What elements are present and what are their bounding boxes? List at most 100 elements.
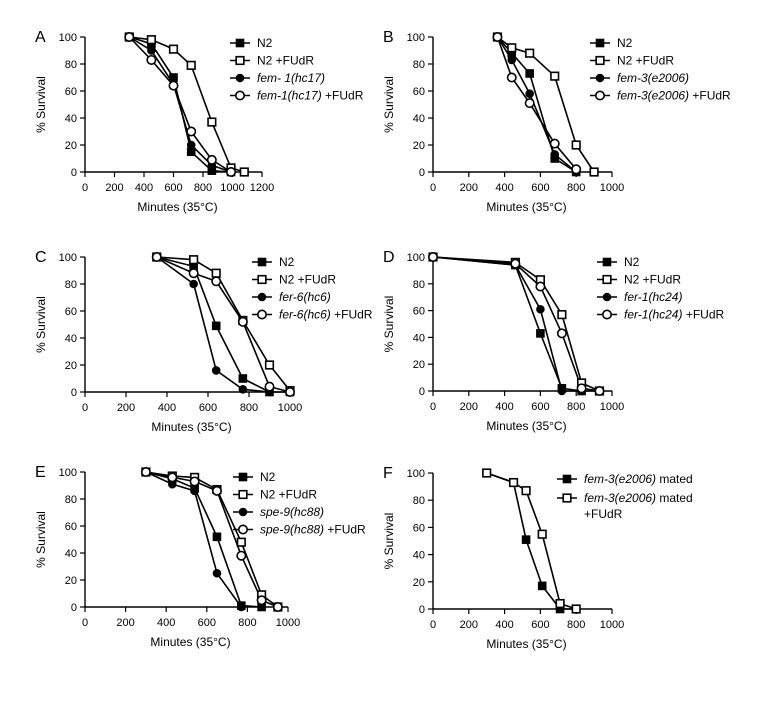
x-tick-label: 1000 [600, 401, 624, 413]
data-point-filled-circle [238, 385, 248, 394]
x-tick-label: 400 [495, 401, 513, 413]
data-point-open-square [239, 167, 249, 177]
legend-item: N2 +FUdR [597, 273, 681, 287]
x-tick-label: 400 [495, 619, 513, 631]
data-point-filled-circle [536, 304, 545, 314]
data-point-open-circle [151, 252, 162, 263]
x-tick-label: 200 [116, 617, 134, 629]
legend-label-part: N2 +FUdR [624, 273, 681, 287]
legend-label: fem-3(e2006) mated [584, 472, 693, 486]
panel-label: A [35, 29, 46, 46]
y-tick-label: 100 [407, 252, 425, 264]
legend-label-part: fer-1(hc24) [624, 290, 682, 304]
data-point-open-square [571, 604, 581, 614]
legend-label-part: N2 +FUdR [617, 54, 674, 68]
legend-label-part: fer-1(hc24) [624, 308, 682, 322]
data-point-open-circle [272, 601, 283, 612]
series-line-1 [156, 256, 290, 393]
data-point-open-square [521, 486, 531, 496]
data-point-open-square [236, 537, 246, 547]
series-line-4 [432, 256, 600, 392]
legend-label: fer-6(hc6) +FUdR [279, 308, 373, 322]
data-point-open-square [537, 529, 547, 539]
x-axis-label: Minutes (35°C) [486, 200, 566, 214]
data-point-filled-square [537, 581, 547, 591]
legend-label: fem-3(e2006) [617, 71, 689, 85]
legend-marker-filled-square [257, 257, 267, 267]
legend-item: spe-9(hc88) [233, 505, 324, 519]
legend-label-part: spe-9(hc88) [260, 505, 324, 519]
x-tick-label: 600 [199, 402, 217, 414]
x-tick-label: 400 [158, 402, 176, 414]
legend-label: N2 [260, 470, 276, 484]
x-tick-label: 600 [164, 182, 182, 194]
y-tick-label: 40 [413, 113, 425, 125]
x-tick-label: 0 [82, 182, 88, 194]
x-tick-label: 200 [105, 182, 123, 194]
legend-label-part: fem-3(e2006) [584, 472, 656, 486]
legend-item: fem-3(e2006) mated [557, 472, 693, 486]
legend-item: fer-1(hc24) [597, 290, 682, 304]
legend-marker-filled-circle [595, 73, 605, 83]
data-point-filled-square [536, 329, 545, 338]
x-tick-label: 800 [567, 619, 585, 631]
y-tick-label: 0 [71, 387, 77, 399]
x-tick-label: 200 [460, 401, 478, 413]
data-point-open-square [550, 71, 560, 81]
data-point-open-circle [524, 98, 535, 109]
y-tick-label: 80 [413, 279, 425, 291]
panel-label: E [35, 464, 46, 481]
y-tick-label: 60 [413, 522, 425, 534]
legend-label-part: N2 +FUdR [279, 273, 336, 287]
legend-marker-open-circle [235, 90, 246, 101]
data-point-filled-circle [189, 279, 198, 289]
legend-label: fer-6(hc6) [279, 290, 331, 304]
legend-label-part: N2 [279, 255, 295, 269]
legend-marker-filled-circle [257, 292, 267, 302]
legend-label-part: N2 [257, 36, 273, 50]
legend-item: fer-1(hc24) +FUdR [597, 308, 724, 322]
legend-item: fem-1(hc17) +FUdR [230, 89, 364, 103]
y-tick-label: 20 [413, 140, 425, 152]
legend-label-part: N2 [617, 36, 633, 50]
data-point-open-square [508, 477, 519, 488]
y-tick-label: 80 [413, 495, 425, 507]
data-point-open-square [571, 140, 581, 150]
legend-marker-filled-circle [602, 292, 612, 302]
legend-item: N2 [597, 255, 640, 269]
data-point-open-circle [237, 316, 248, 327]
legend-label-part: fer-6(hc6) [279, 290, 331, 304]
data-point-filled-square [238, 374, 248, 383]
x-axis-label: Minutes (35°C) [150, 635, 230, 649]
y-tick-label: 100 [59, 252, 77, 264]
data-point-open-circle [211, 485, 222, 496]
legend-item: fer-6(hc6) [252, 290, 331, 304]
data-point-open-circle [186, 126, 197, 137]
x-tick-label: 800 [567, 401, 585, 413]
x-tick-label: 200 [117, 402, 135, 414]
data-point-open-circle [594, 385, 605, 396]
panel-label: F [383, 465, 393, 482]
data-point-open-circle [535, 281, 546, 292]
legend-marker-open-circle [601, 309, 612, 320]
y-tick-label: 40 [65, 548, 77, 560]
data-point-filled-circle [237, 602, 246, 612]
legend-label-part: fem- 1(hc17) [257, 71, 325, 85]
y-axis-label: % Survival [382, 513, 396, 570]
panel-label: B [383, 29, 394, 46]
x-tick-label: 400 [495, 182, 513, 194]
legend-marker-open-circle [238, 524, 249, 535]
y-tick-label: 20 [65, 575, 77, 587]
data-point-open-square [555, 598, 565, 609]
data-point-open-square [211, 268, 221, 278]
legend-marker-filled-circle [235, 73, 245, 83]
y-tick-label: 100 [407, 468, 425, 480]
legend-label-part: fem-3(e2006) [617, 71, 689, 85]
legend-label: N2 +FUdR [257, 54, 314, 68]
x-tick-label: 0 [430, 182, 436, 194]
legend-item: N2 +FUdR [590, 54, 674, 68]
